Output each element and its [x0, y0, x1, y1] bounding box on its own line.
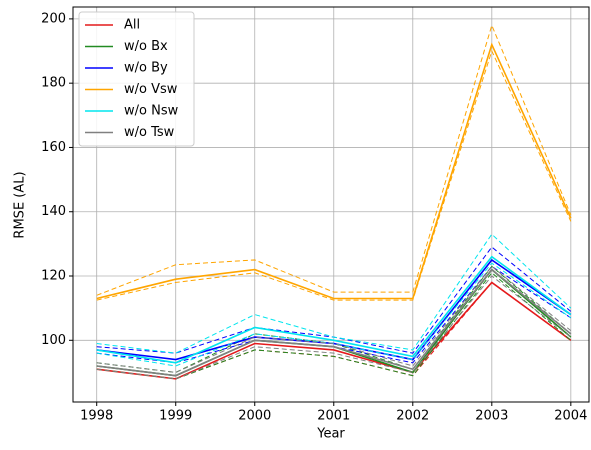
y-tick-label: 100 — [41, 333, 66, 348]
legend-label: w/o Tsw — [124, 125, 175, 140]
x-tick-label: 2003 — [475, 409, 508, 424]
plot-frame — [72, 6, 590, 403]
legend-label: w/o By — [124, 61, 168, 76]
series-line — [96, 281, 572, 380]
bound-line — [96, 275, 572, 380]
legend-box — [78, 11, 195, 147]
y-tick-label: 180 — [41, 76, 66, 91]
legend-label: w/o Nsw — [124, 104, 179, 119]
legend-label: w/o Bx — [124, 39, 168, 54]
y-tick-label: 200 — [41, 11, 66, 26]
x-tick-label: 2000 — [238, 409, 271, 424]
y-tick-label: 120 — [41, 269, 66, 284]
x-tick-label: 2002 — [396, 409, 429, 424]
legend: All w/o Bx w/o By w/o Vsw w/o Nsw w/o Tsw — [78, 11, 195, 147]
series-line — [96, 42, 572, 300]
bound-line — [96, 23, 572, 296]
bound-line — [96, 262, 572, 367]
series-line — [96, 255, 572, 364]
bound-line — [96, 265, 572, 373]
legend-label: All — [124, 18, 140, 33]
bound-line — [96, 272, 572, 380]
y-axis-label: RMSE (AL) — [13, 171, 28, 238]
x-tick-label: 1999 — [159, 409, 192, 424]
x-tick-label: 1998 — [80, 409, 113, 424]
x-axis-label: Year — [316, 427, 345, 442]
legend-label: w/o Vsw — [124, 82, 178, 97]
bound-line — [96, 49, 572, 301]
series-line — [96, 268, 572, 377]
y-tick-label: 160 — [41, 140, 66, 155]
y-tick-label: 140 — [41, 204, 66, 219]
x-tick-label: 2004 — [554, 409, 587, 424]
x-tick-label: 2001 — [317, 409, 350, 424]
bound-line — [96, 233, 572, 354]
